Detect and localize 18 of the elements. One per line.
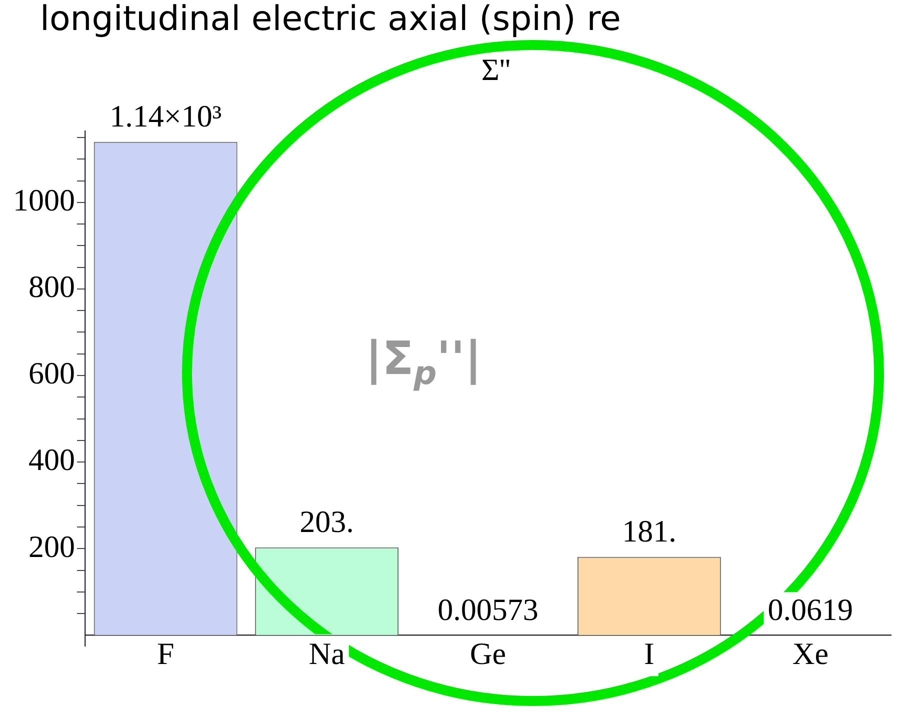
chart-subtitle: Σ'' [481,52,511,88]
y-tick-label: 200 [28,528,75,564]
data-label: 0.0619 [768,592,854,627]
x-tick-label: F [156,636,174,671]
data-label: 203. [300,504,354,539]
annotation: |Σ$_{p}$''| [365,330,482,394]
y-tick-label: 800 [28,269,75,304]
x-tick-label: Na [308,636,346,671]
data-label: 1.14×10³ [110,98,222,134]
data-label: 181. [622,513,676,548]
data-label: 0.00573 [438,592,538,627]
chart-title: longitudinal electric axial (spin) re [40,0,621,39]
x-tick-label: Xe [792,636,828,671]
x-tick-label: I [644,636,654,671]
y-tick-label: 600 [28,356,75,391]
y-tick-label: 1000 [13,182,75,218]
y-tick-label: 400 [28,442,75,478]
x-tick-label: Ge [470,636,506,671]
